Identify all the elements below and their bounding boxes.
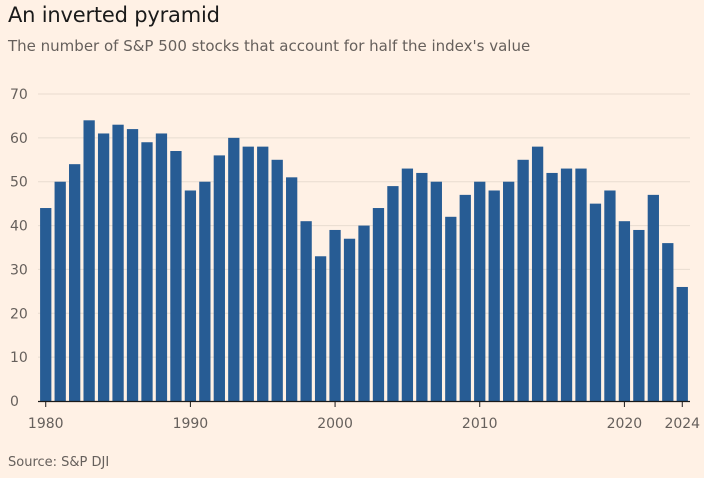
y-axis-labels: 0 10 20 30 40 50 60 70 (10, 87, 28, 410)
bar-1989 (170, 151, 182, 401)
bar-2011 (488, 190, 500, 401)
bar-1993 (228, 137, 240, 402)
bar-2012 (503, 181, 515, 401)
x-tick-label: 1980 (28, 416, 64, 432)
y-tick-label: 30 (10, 262, 28, 278)
bar-2017 (575, 168, 587, 401)
y-tick-label: 60 (10, 131, 28, 147)
bar-2002 (358, 225, 370, 401)
bar-1991 (199, 181, 211, 401)
bar-2004 (387, 186, 399, 401)
y-tick-label: 10 (10, 350, 28, 366)
bar-2016 (560, 168, 573, 401)
y-tick-label: 40 (10, 219, 28, 235)
bar-2000 (329, 229, 341, 401)
bar-1982 (69, 164, 81, 401)
bar-1983 (83, 120, 95, 401)
bar-2018 (589, 203, 602, 401)
bar-1995 (257, 146, 269, 401)
x-tick-label: 1990 (173, 416, 209, 432)
bar-1999 (314, 256, 327, 401)
y-tick-label: 0 (10, 394, 19, 410)
bars (40, 120, 688, 402)
x-tick-label: 2024 (664, 416, 700, 432)
y-tick-label: 20 (10, 306, 28, 322)
bar-2013 (517, 159, 529, 401)
bar-2009 (459, 194, 471, 401)
x-tick-label: 2010 (462, 416, 498, 432)
y-tick-label: 70 (10, 87, 28, 103)
x-tick-label: 2000 (317, 416, 353, 432)
bar-1994 (242, 146, 254, 401)
bar-1997 (286, 177, 298, 401)
bar-2015 (546, 172, 558, 401)
bar-1986 (126, 129, 139, 401)
y-tick-label: 50 (10, 175, 28, 191)
bar-1988 (155, 133, 168, 401)
bar-2005 (401, 168, 414, 401)
bar-2014 (531, 146, 544, 401)
bar-2019 (604, 190, 616, 401)
bar-2001 (343, 238, 356, 401)
bar-2023 (662, 243, 674, 401)
x-tick-label: 2020 (607, 416, 643, 432)
bar-1992 (213, 155, 225, 401)
bar-2003 (372, 208, 385, 401)
bar-2008 (445, 216, 457, 401)
chart-subtitle: The number of S&P 500 stocks that accoun… (8, 37, 531, 55)
bar-1998 (300, 221, 312, 401)
bar-2021 (633, 229, 645, 401)
source-note: Source: S&P DJI (8, 455, 110, 470)
bar-1981 (54, 181, 66, 401)
bar-2020 (618, 221, 631, 401)
bar-1980 (40, 208, 52, 401)
bar-2006 (416, 172, 428, 401)
x-axis-labels: 1980 1990 2000 2010 2020 2024 (28, 401, 700, 432)
bar-1990 (184, 190, 197, 401)
bar-1985 (112, 124, 124, 401)
bar-1996 (271, 159, 283, 401)
bar-1987 (141, 142, 153, 402)
bar-1984 (97, 133, 110, 401)
bar-2022 (647, 194, 659, 401)
bar-2007 (430, 181, 442, 401)
bar-2024 (676, 286, 688, 401)
chart-title: An inverted pyramid (8, 3, 220, 27)
bar-2010 (474, 181, 486, 401)
